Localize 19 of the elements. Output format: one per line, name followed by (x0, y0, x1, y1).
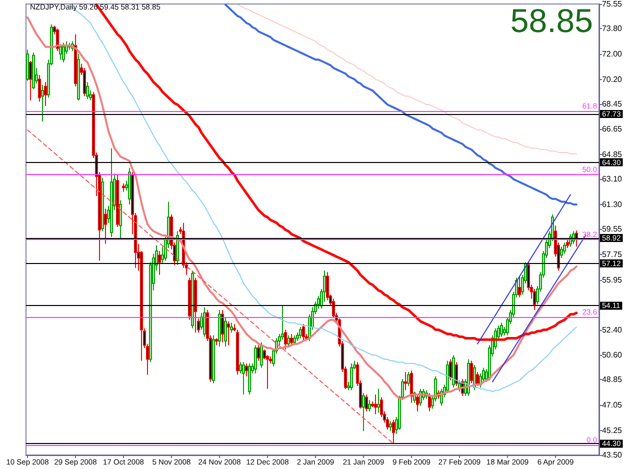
y-tick-label: 61.30 (602, 200, 623, 210)
y-tick-label: 75.55 (602, 0, 623, 8)
y-tick-label: 50.60 (602, 350, 623, 360)
y-tick-label: 70.20 (602, 74, 623, 84)
y-tick-label: 59.55 (602, 224, 623, 234)
y-tick-label: 52.40 (602, 325, 623, 334)
y-tick-label: 72.00 (602, 49, 623, 58)
y-tick-label: 48.85 (602, 375, 623, 384)
y-tick-label: 66.65 (602, 124, 623, 134)
y-tick-label: 64.85 (602, 150, 623, 160)
y-tick-label: 57.75 (602, 250, 623, 259)
y-tick-label: 45.25 (602, 426, 623, 435)
y-tick-label: 43.50 (602, 450, 623, 460)
y-tick-label: 55.95 (602, 275, 623, 284)
y-tick-label: 73.80 (602, 24, 623, 34)
annotation: 58.85 (510, 2, 594, 39)
y-tick-label: 47.05 (602, 400, 623, 410)
y-tick-label: 63.10 (602, 174, 623, 184)
y-tick-label: 68.45 (602, 99, 623, 108)
